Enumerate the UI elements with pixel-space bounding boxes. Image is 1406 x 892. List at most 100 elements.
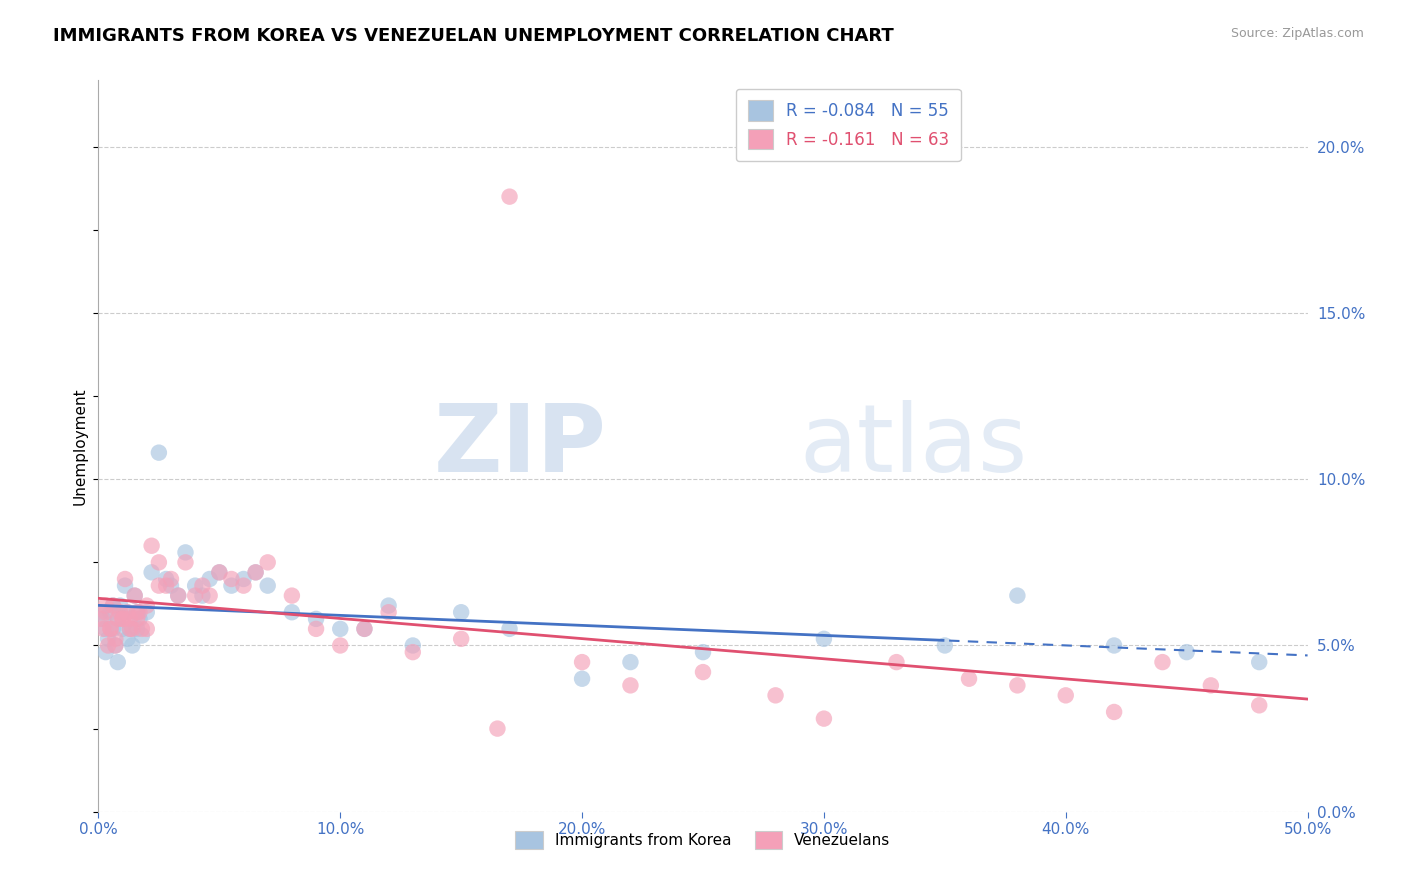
Point xyxy=(934,639,956,653)
Point xyxy=(402,639,425,653)
Point xyxy=(167,589,190,603)
Point xyxy=(114,572,136,586)
Point xyxy=(1007,678,1029,692)
Point xyxy=(148,555,170,569)
Point xyxy=(97,639,120,653)
Point xyxy=(281,605,304,619)
Point xyxy=(111,622,134,636)
Point xyxy=(100,622,122,636)
Point xyxy=(101,599,124,613)
Point xyxy=(117,605,139,619)
Point xyxy=(108,599,131,613)
Point xyxy=(90,612,112,626)
Point xyxy=(104,632,127,646)
Point xyxy=(232,579,254,593)
Text: atlas: atlas xyxy=(800,400,1028,492)
Point xyxy=(886,655,908,669)
Point xyxy=(101,622,124,636)
Point xyxy=(100,605,122,619)
Text: IMMIGRANTS FROM KOREA VS VENEZUELAN UNEMPLOYMENT CORRELATION CHART: IMMIGRANTS FROM KOREA VS VENEZUELAN UNEM… xyxy=(53,27,894,45)
Point xyxy=(1249,698,1271,713)
Point xyxy=(208,566,231,580)
Point xyxy=(256,555,278,569)
Point xyxy=(127,622,149,636)
Point xyxy=(245,566,267,580)
Point xyxy=(402,645,425,659)
Point xyxy=(91,622,114,636)
Point xyxy=(160,572,183,586)
Point xyxy=(91,612,114,626)
Point xyxy=(571,655,593,669)
Point xyxy=(450,605,472,619)
Point xyxy=(148,445,170,459)
Point xyxy=(1249,655,1271,669)
Point xyxy=(127,605,149,619)
Point xyxy=(619,655,641,669)
Point xyxy=(124,589,146,603)
Point xyxy=(128,612,150,626)
Point xyxy=(1175,645,1198,659)
Point xyxy=(111,612,134,626)
Point xyxy=(94,645,117,659)
Point xyxy=(97,632,120,646)
Point xyxy=(498,622,520,636)
Point xyxy=(281,589,304,603)
Point xyxy=(167,589,190,603)
Point xyxy=(104,639,127,653)
Point xyxy=(160,579,183,593)
Text: Source: ZipAtlas.com: Source: ZipAtlas.com xyxy=(1230,27,1364,40)
Point xyxy=(232,572,254,586)
Point xyxy=(174,555,197,569)
Point xyxy=(245,566,267,580)
Point xyxy=(104,639,127,653)
Point xyxy=(90,605,112,619)
Point xyxy=(141,539,163,553)
Point xyxy=(107,612,129,626)
Point xyxy=(813,712,835,726)
Point xyxy=(107,655,129,669)
Point xyxy=(124,589,146,603)
Point xyxy=(118,622,141,636)
Point xyxy=(135,605,157,619)
Point xyxy=(486,722,509,736)
Point xyxy=(94,599,117,613)
Point xyxy=(1054,689,1077,703)
Point xyxy=(107,612,129,626)
Point xyxy=(100,622,122,636)
Point xyxy=(256,579,278,593)
Point xyxy=(108,605,131,619)
Point xyxy=(957,672,980,686)
Point xyxy=(155,579,177,593)
Point xyxy=(198,572,221,586)
Point xyxy=(329,622,352,636)
Point xyxy=(571,672,593,686)
Point xyxy=(191,579,214,593)
Point xyxy=(305,612,328,626)
Point xyxy=(1102,639,1125,653)
Point xyxy=(191,589,214,603)
Point xyxy=(101,599,124,613)
Text: ZIP: ZIP xyxy=(433,400,606,492)
Point xyxy=(329,639,352,653)
Point xyxy=(305,622,328,636)
Point xyxy=(221,579,243,593)
Point xyxy=(117,632,139,646)
Point xyxy=(692,665,714,679)
Point xyxy=(184,579,207,593)
Point xyxy=(121,622,143,636)
Point xyxy=(118,622,141,636)
Point xyxy=(121,639,143,653)
Point xyxy=(353,622,375,636)
Point xyxy=(221,572,243,586)
Point xyxy=(1152,655,1174,669)
Point xyxy=(155,572,177,586)
Point xyxy=(127,612,149,626)
Point xyxy=(94,622,117,636)
Point xyxy=(131,628,153,642)
Point xyxy=(377,605,399,619)
Point xyxy=(377,599,399,613)
Point xyxy=(450,632,472,646)
Point xyxy=(813,632,835,646)
Point xyxy=(94,605,117,619)
Point xyxy=(184,589,207,603)
